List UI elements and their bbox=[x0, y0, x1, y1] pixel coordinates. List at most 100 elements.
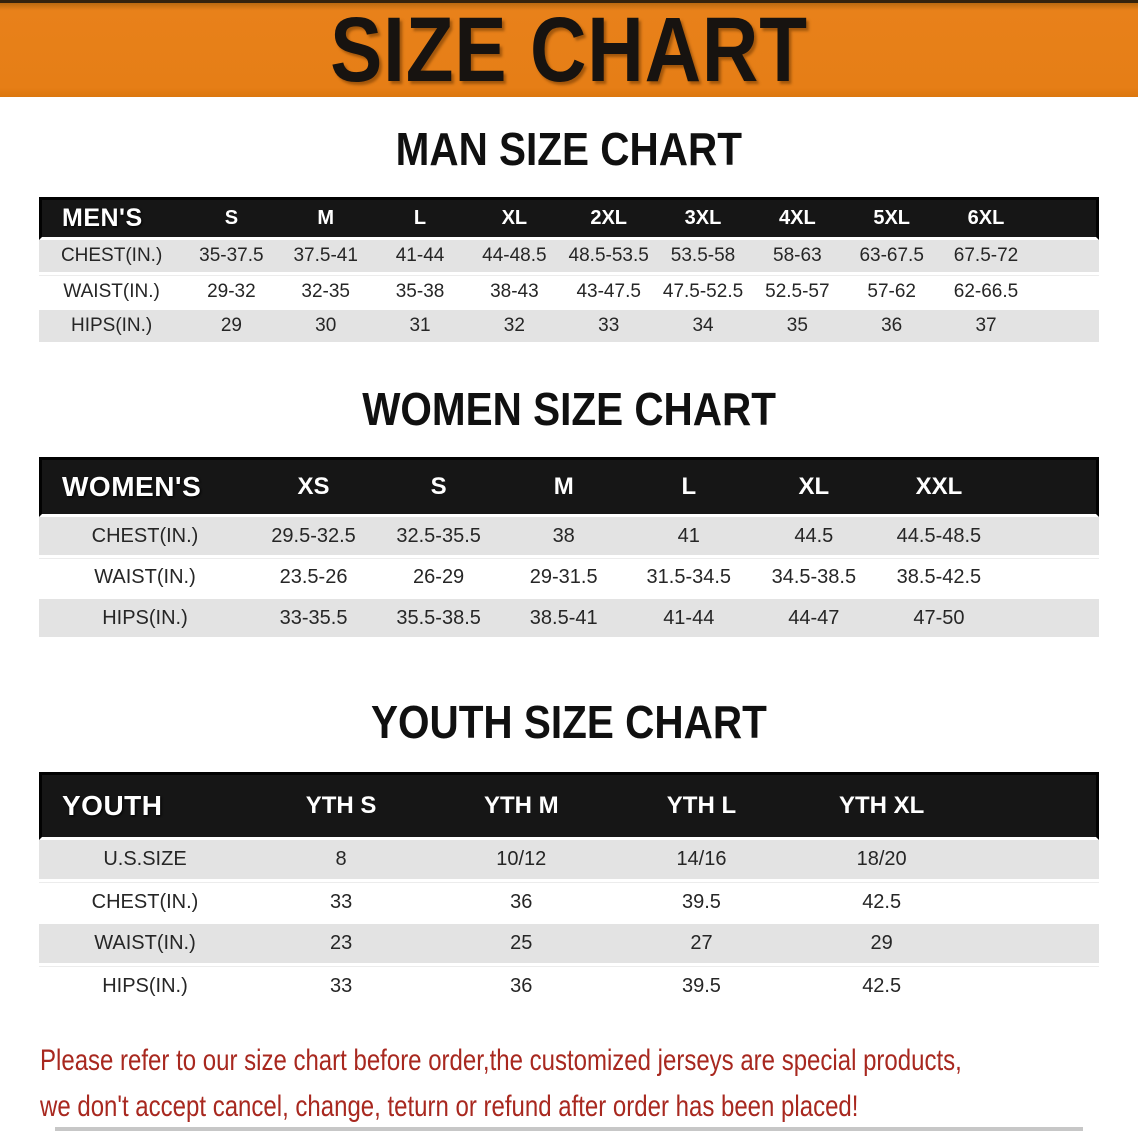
bottom-edge-strip bbox=[55, 1127, 1083, 1131]
size-cell: 32-35 bbox=[278, 275, 373, 310]
table-row: U.S.SIZE 8 10/12 14/16 18/20 bbox=[39, 840, 1099, 882]
size-cell: 31 bbox=[372, 310, 468, 345]
size-cell: 29-31.5 bbox=[501, 558, 627, 599]
size-cell: 52.5-57 bbox=[750, 275, 845, 310]
row-filler bbox=[971, 924, 1099, 966]
header-filler bbox=[971, 772, 1099, 840]
table-title: WOMEN'S bbox=[39, 457, 251, 517]
size-cell: 38-43 bbox=[467, 275, 562, 310]
header-filler bbox=[1033, 197, 1099, 240]
column-header: M bbox=[278, 197, 373, 240]
size-cell: 26-29 bbox=[376, 558, 502, 599]
size-cell: 32 bbox=[467, 310, 562, 345]
size-cell: 34.5-38.5 bbox=[751, 558, 877, 599]
size-cell: 35-37.5 bbox=[184, 240, 279, 275]
size-cell: 31.5-34.5 bbox=[626, 558, 752, 599]
size-cell: 41-44 bbox=[372, 240, 468, 275]
column-header: YTH XL bbox=[791, 772, 972, 840]
row-filler bbox=[971, 966, 1099, 1008]
size-cell: 14/16 bbox=[611, 840, 792, 882]
row-filler bbox=[971, 840, 1099, 882]
header-row: WOMEN'S XS S M L XL XXL bbox=[39, 457, 1099, 517]
disclaimer-line-1: Please refer to our size chart before or… bbox=[40, 1044, 962, 1077]
size-cell: 18/20 bbox=[791, 840, 972, 882]
row-filler bbox=[1001, 558, 1099, 599]
size-cell: 29.5-32.5 bbox=[251, 517, 377, 558]
size-cell: 33 bbox=[251, 882, 432, 924]
size-cell: 63-67.5 bbox=[844, 240, 939, 275]
table-row: WAIST(IN.) 29-32 32-35 35-38 38-43 43-47.5 47.… bbox=[39, 275, 1099, 310]
column-header: 4XL bbox=[750, 197, 845, 240]
row-label: CHEST(IN.) bbox=[39, 240, 185, 275]
size-cell: 42.5 bbox=[791, 882, 972, 924]
column-header: XS bbox=[251, 457, 377, 517]
size-cell: 53.5-58 bbox=[655, 240, 751, 275]
row-label: WAIST(IN.) bbox=[39, 924, 251, 966]
size-cell: 39.5 bbox=[611, 966, 792, 1008]
row-filler bbox=[1033, 240, 1099, 275]
heading-text: WOMEN SIZE CHART bbox=[362, 383, 776, 435]
size-cell: 44-48.5 bbox=[467, 240, 562, 275]
size-cell: 57-62 bbox=[844, 275, 939, 310]
size-cell: 41 bbox=[626, 517, 752, 558]
size-cell: 33 bbox=[251, 966, 432, 1008]
size-cell: 32.5-35.5 bbox=[376, 517, 502, 558]
size-cell: 44.5 bbox=[751, 517, 877, 558]
table-row: CHEST(IN.) 35-37.5 37.5-41 41-44 44-48.5 48.5… bbox=[39, 240, 1099, 275]
row-label: U.S.SIZE bbox=[39, 840, 251, 882]
column-header: 3XL bbox=[655, 197, 751, 240]
column-header: 2XL bbox=[561, 197, 656, 240]
row-label: CHEST(IN.) bbox=[39, 882, 251, 924]
column-header: YTH L bbox=[611, 772, 792, 840]
heading-text: YOUTH SIZE CHART bbox=[371, 696, 767, 748]
column-header: XL bbox=[467, 197, 562, 240]
row-label: WAIST(IN.) bbox=[39, 275, 185, 310]
size-cell: 37.5-41 bbox=[278, 240, 373, 275]
size-cell: 42.5 bbox=[791, 966, 972, 1008]
disclaimer-line-2: we don't accept cancel, change, teturn o… bbox=[40, 1090, 859, 1123]
table-title: YOUTH bbox=[39, 772, 251, 840]
banner-title: SIZE CHART bbox=[330, 0, 808, 101]
women-size-table: WOMEN'S XS S M L XL XXL CHEST(IN.) 29.5-32.5 32.5… bbox=[39, 457, 1099, 640]
size-cell: 67.5-72 bbox=[938, 240, 1034, 275]
size-cell: 38.5-42.5 bbox=[876, 558, 1002, 599]
size-cell: 48.5-53.5 bbox=[561, 240, 656, 275]
column-header: XXL bbox=[876, 457, 1002, 517]
table-title: MEN'S bbox=[39, 197, 185, 240]
size-cell: 43-47.5 bbox=[561, 275, 656, 310]
column-header: 5XL bbox=[844, 197, 939, 240]
size-cell: 25 bbox=[431, 924, 612, 966]
column-header: S bbox=[184, 197, 279, 240]
column-header: L bbox=[372, 197, 468, 240]
size-cell: 33-35.5 bbox=[251, 599, 377, 640]
size-cell: 23.5-26 bbox=[251, 558, 377, 599]
row-label: WAIST(IN.) bbox=[39, 558, 251, 599]
table-row: HIPS(IN.) 33 36 39.5 42.5 bbox=[39, 966, 1099, 1008]
column-header: M bbox=[501, 457, 627, 517]
size-cell: 36 bbox=[431, 966, 612, 1008]
size-cell: 58-63 bbox=[750, 240, 845, 275]
column-header: S bbox=[376, 457, 502, 517]
size-cell: 35-38 bbox=[372, 275, 468, 310]
size-cell: 8 bbox=[251, 840, 432, 882]
size-cell: 47.5-52.5 bbox=[655, 275, 751, 310]
row-filler bbox=[1033, 310, 1099, 345]
column-header: YTH S bbox=[251, 772, 432, 840]
size-cell: 35 bbox=[750, 310, 845, 345]
size-cell: 38 bbox=[501, 517, 627, 558]
size-cell: 29 bbox=[791, 924, 972, 966]
size-cell: 62-66.5 bbox=[938, 275, 1034, 310]
size-cell: 10/12 bbox=[431, 840, 612, 882]
size-cell: 44.5-48.5 bbox=[876, 517, 1002, 558]
size-cell: 38.5-41 bbox=[501, 599, 627, 640]
table-row: HIPS(IN.) 29 30 31 32 33 34 35 36 37 bbox=[39, 310, 1099, 345]
row-label: HIPS(IN.) bbox=[39, 310, 185, 345]
size-cell: 41-44 bbox=[626, 599, 752, 640]
size-cell: 23 bbox=[251, 924, 432, 966]
column-header: 6XL bbox=[938, 197, 1034, 240]
size-cell: 39.5 bbox=[611, 882, 792, 924]
row-filler bbox=[1001, 517, 1099, 558]
row-label: HIPS(IN.) bbox=[39, 966, 251, 1008]
table-row: CHEST(IN.) 29.5-32.5 32.5-35.5 38 41 44.5 44.5… bbox=[39, 517, 1099, 558]
